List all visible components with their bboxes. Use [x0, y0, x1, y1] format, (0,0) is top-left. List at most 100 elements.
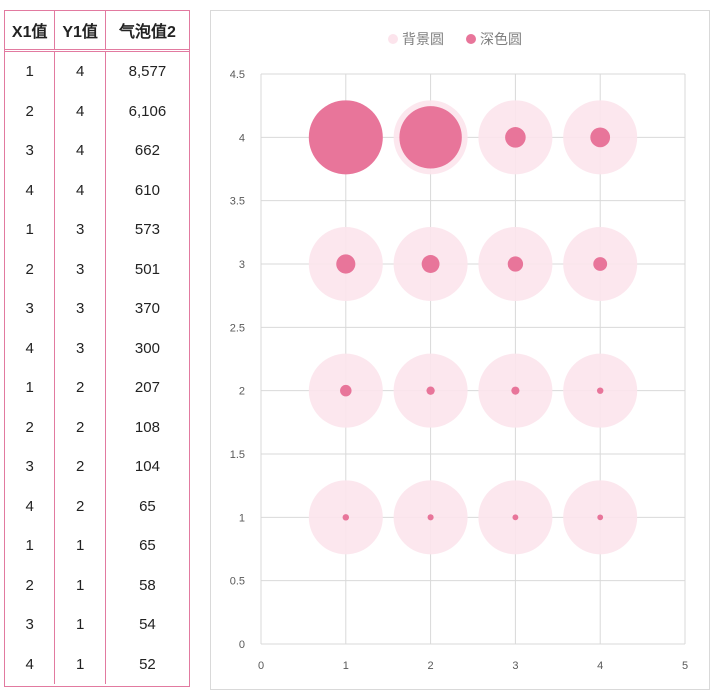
bubble-chart-panel: 0 0.5 1 1.5 2 2.5 3 3.5 4 4.5 0 1 2 3 4 5 背景圆 深色圆	[210, 10, 710, 690]
dark-bubble	[426, 386, 435, 395]
cell-x1: 4	[5, 644, 56, 684]
table-row: 1 2 207	[5, 368, 189, 408]
cell-bubble: 573	[134, 221, 160, 239]
cell-y1: 4	[54, 170, 106, 210]
header-bubble: 气泡值2	[105, 11, 189, 52]
cell-x1: 3	[5, 289, 56, 329]
cell-x1: 1	[5, 210, 56, 250]
table-row: 2 2 108	[5, 407, 189, 447]
table-row: 2 4 6,106	[5, 91, 189, 131]
cell-bubble: 54	[139, 616, 156, 634]
x-tick-label: 2	[428, 660, 434, 672]
legend-label: 背景圆	[402, 31, 444, 47]
cell-bubble: 65	[139, 537, 156, 555]
table-row: 3 4 662	[5, 131, 189, 171]
dark-bubble	[590, 127, 611, 148]
cell-y1: 4	[54, 91, 106, 131]
table-row: 3 2 104	[5, 447, 189, 487]
cell-y1: 3	[54, 289, 106, 329]
y-tick-label: 3	[239, 259, 245, 271]
cell-y1: 1	[54, 565, 106, 605]
table-row: 4 2 65	[5, 486, 189, 526]
cell-bubble: 207	[134, 379, 160, 397]
cell-y1: 2	[54, 486, 106, 526]
dark-bubble	[507, 256, 524, 272]
legend-marker	[466, 34, 476, 44]
cell-x1: 2	[5, 249, 56, 289]
cell-x1: 4	[5, 170, 56, 210]
cell-bubble: 610	[134, 181, 160, 199]
cell-bubble: 662	[134, 142, 160, 160]
dark-bubble	[427, 514, 434, 521]
table-row: 1 4 8,577	[5, 50, 189, 92]
y-tick-label: 4	[239, 132, 245, 144]
x-tick-label: 5	[682, 660, 688, 672]
dark-bubble	[399, 106, 462, 169]
cell-bubble: 104	[134, 458, 160, 476]
dark-bubble	[593, 257, 608, 271]
dark-bubble	[308, 100, 383, 175]
table-row: 4 1 52	[5, 644, 189, 684]
cell-x1: 1	[5, 526, 56, 566]
cell-y1: 2	[54, 447, 106, 487]
cell-x1: 2	[5, 91, 56, 131]
table-row: 1 1 65	[5, 526, 189, 566]
legend-label: 深色圆	[480, 31, 522, 47]
header-y1: Y1值	[54, 11, 106, 52]
x-tick-label: 1	[343, 660, 349, 672]
legend-marker	[388, 34, 398, 44]
cell-y1: 4	[54, 50, 106, 92]
cell-y1: 1	[54, 526, 106, 566]
y-tick-label: 2.5	[230, 322, 245, 334]
cell-bubble: 108	[134, 418, 160, 436]
cell-bubble: 65	[139, 497, 156, 515]
y-tick-label: 3.5	[230, 196, 245, 208]
cell-x1: 4	[5, 486, 56, 526]
cell-bubble: 58	[139, 576, 156, 594]
dark-bubble	[596, 387, 604, 394]
cell-x1: 2	[5, 565, 56, 605]
dark-bubble	[340, 384, 352, 397]
cell-y1: 3	[54, 328, 106, 368]
table-row: 4 3 300	[5, 328, 189, 368]
cell-y1: 2	[54, 407, 106, 447]
cell-x1: 2	[5, 407, 56, 447]
cell-y1: 1	[54, 644, 106, 684]
x-tick-label: 0	[258, 660, 264, 672]
cell-y1: 3	[54, 210, 106, 250]
y-tick-label: 1.5	[230, 449, 245, 461]
dark-bubble	[512, 514, 519, 521]
dark-bubble	[597, 514, 604, 521]
dark-bubble	[342, 514, 350, 521]
cell-x1: 4	[5, 328, 56, 368]
cell-y1: 2	[54, 368, 106, 408]
bubble-chart: 0 0.5 1 1.5 2 2.5 3 3.5 4 4.5 0 1 2 3 4 5 背景圆 深色圆	[230, 31, 688, 672]
cell-y1: 4	[54, 131, 106, 171]
header-x1: X1值	[5, 11, 56, 52]
y-tick-label: 0	[239, 639, 245, 651]
table-row: 2 3 501	[5, 249, 189, 289]
cell-y1: 3	[54, 249, 106, 289]
table-row: 2 1 58	[5, 565, 189, 605]
cell-bubble: 370	[134, 300, 160, 318]
y-tick-label: 0.5	[230, 576, 245, 588]
y-tick-label: 4.5	[230, 69, 245, 81]
table-row: 3 1 54	[5, 605, 189, 645]
table-row: 4 4 610	[5, 170, 189, 210]
dark-bubble	[511, 386, 520, 395]
cell-x1: 3	[5, 605, 56, 645]
dark-bubble	[421, 255, 440, 273]
y-tick-label: 1	[239, 512, 245, 524]
cell-bubble: 300	[134, 339, 160, 357]
table-header-row: X1值 Y1值 气泡值2	[5, 11, 189, 52]
y-tick-label: 2	[239, 386, 245, 398]
table-row: 1 3 573	[5, 210, 189, 250]
cell-x1: 3	[5, 447, 56, 487]
data-table: X1值 Y1值 气泡值2 1 4 8,577 2 4 6,106 3 4 662 4 4 610 1 3 5…	[4, 10, 190, 687]
x-tick-label: 3	[512, 660, 518, 672]
cell-x1: 3	[5, 131, 56, 171]
cell-x1: 1	[5, 50, 56, 92]
cell-bubble: 52	[139, 655, 156, 673]
cell-x1: 1	[5, 368, 56, 408]
dark-bubble	[336, 254, 356, 274]
